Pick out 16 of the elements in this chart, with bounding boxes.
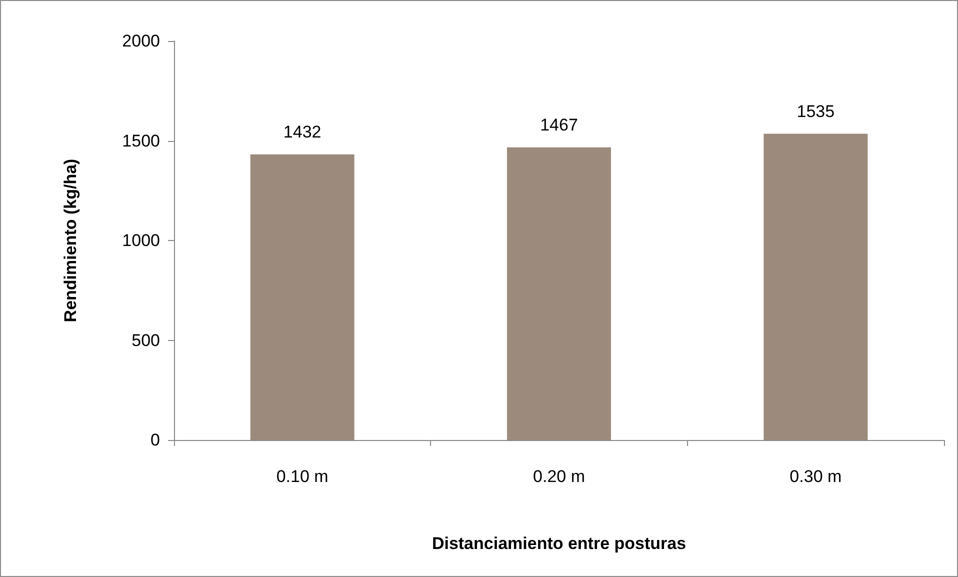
data-label: 1535 — [796, 102, 835, 121]
y-axis-title: Rendimiento (kg/ha) — [61, 158, 80, 322]
bar — [764, 134, 868, 440]
y-tick-label: 2000 — [122, 32, 160, 50]
x-axis-title: Distanciamiento entre posturas — [432, 534, 686, 553]
x-tick-label: 0.30 m — [790, 467, 842, 486]
x-tick-label: 0.20 m — [533, 467, 585, 486]
bar — [507, 147, 611, 440]
y-tick-label: 1000 — [122, 231, 160, 250]
x-tick-label: 0.10 m — [276, 467, 328, 486]
y-tick-label: 1500 — [122, 131, 160, 150]
y-tick-label: 0 — [150, 430, 160, 450]
data-label: 1467 — [540, 115, 578, 134]
bar — [250, 154, 354, 440]
data-label: 1432 — [283, 122, 322, 142]
y-tick-label: 500 — [132, 330, 160, 350]
